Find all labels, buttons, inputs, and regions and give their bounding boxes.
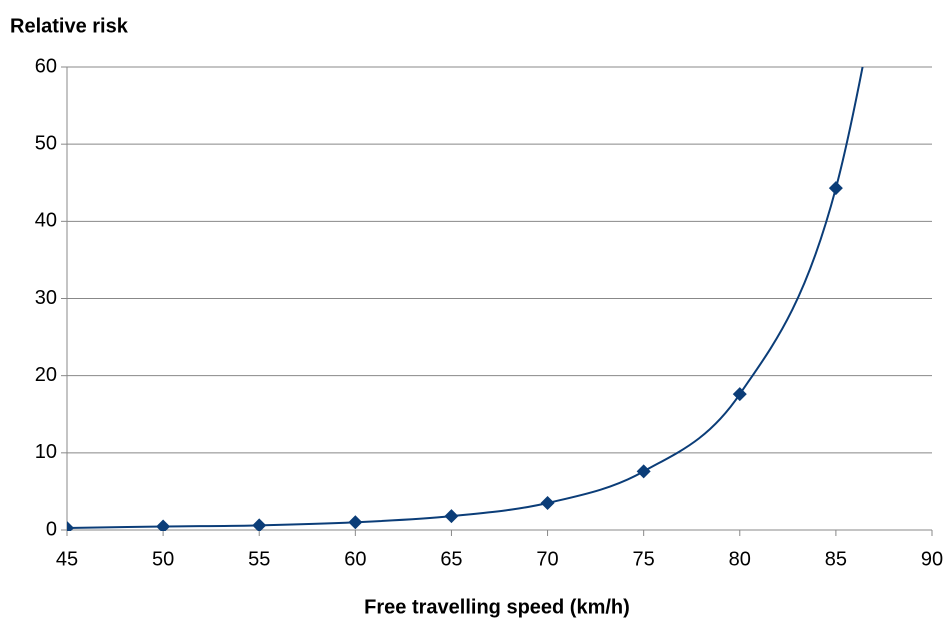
y-tick-label: 10 (35, 441, 57, 463)
x-tick-label: 55 (248, 548, 270, 570)
marker (67, 520, 74, 531)
marker (540, 495, 555, 510)
marker (828, 181, 843, 196)
marker (252, 518, 267, 531)
x-tick-label: 90 (921, 548, 943, 570)
x-tick-label: 60 (344, 548, 366, 570)
plot-area (67, 67, 864, 531)
y-tick-label: 0 (46, 518, 57, 540)
y-tick-label: 40 (35, 210, 57, 232)
x-tick-label: 80 (729, 548, 751, 570)
marker (732, 387, 747, 402)
y-tick-label: 30 (35, 287, 57, 309)
marker (444, 509, 459, 524)
y-tick-label: 20 (35, 364, 57, 386)
x-tick-label: 70 (536, 548, 558, 570)
y-axis-title: Relative risk (10, 15, 129, 37)
x-tick-label: 65 (440, 548, 462, 570)
line (67, 67, 864, 529)
x-tick-label: 50 (152, 548, 174, 570)
x-tick-label: 45 (56, 548, 78, 570)
y-tick-label: 50 (35, 132, 57, 154)
marker (156, 519, 171, 531)
marker (348, 515, 363, 530)
x-tick-label: 75 (633, 548, 655, 570)
x-axis-title: Free travelling speed (km/h) (364, 596, 630, 618)
x-tick-label: 85 (825, 548, 847, 570)
y-tick-label: 60 (35, 55, 57, 77)
marker (636, 464, 651, 479)
